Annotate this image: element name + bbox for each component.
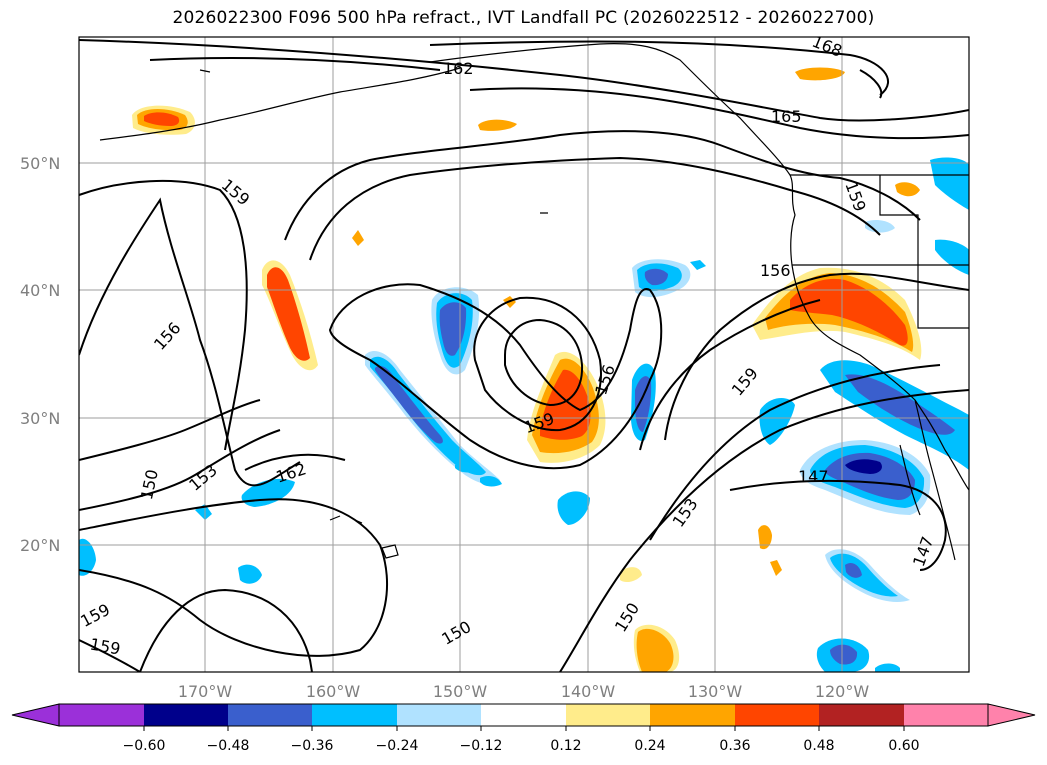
patch-pos-small-1 — [758, 525, 772, 550]
colorbar-bin-2 — [144, 704, 228, 726]
colorbar-bin-8 — [650, 704, 735, 726]
longitude-labels: 170°W 160°W 150°W 140°W 130°W 120°W — [178, 682, 870, 701]
patch-neg-s10 — [480, 476, 502, 487]
contour-147 — [729, 479, 947, 571]
colorbar-ticks — [143, 726, 905, 731]
contour-162b — [469, 87, 969, 140]
contour-159-east — [639, 299, 821, 451]
colorbar-extend-right — [987, 703, 1036, 727]
lon-label-120w: 120°W — [815, 682, 870, 701]
contour-west-low — [79, 498, 388, 657]
patch-pos-alaska — [795, 67, 845, 81]
patch-neg-s2 — [759, 398, 795, 445]
contours — [79, 39, 969, 672]
contour-156-east — [664, 272, 969, 441]
colorbar-bin-5 — [397, 704, 481, 726]
lon-label-150w: 150°W — [433, 682, 488, 701]
patch-neg-s11 — [690, 260, 706, 270]
lat-label-30: 30°N — [20, 409, 60, 428]
colorbar: −0.60 −0.48 −0.36 −0.24 −0.12 0.12 0.24 … — [11, 703, 1036, 754]
contour-150 — [559, 389, 969, 672]
patch-pos-california-inner — [790, 278, 908, 346]
patch-neg-diag-inner — [375, 365, 443, 444]
contour-153 — [649, 364, 941, 541]
patch-neg-s4 — [557, 491, 590, 525]
colorbar-tick-label-10: 0.60 — [888, 738, 919, 754]
contour-small-top — [859, 69, 883, 99]
colorbar-bin-4 — [312, 704, 397, 726]
patch-neg-s13 — [875, 663, 900, 672]
map-frame — [78, 36, 970, 673]
colorbar-tick-label-8: 0.36 — [719, 738, 750, 754]
patch-neg-baja-core — [845, 459, 882, 474]
colorbar-tick-label-5: −0.12 — [460, 738, 503, 754]
patch-pos-small-4 — [352, 230, 364, 246]
contour-168 — [429, 40, 890, 96]
patch-neg-nw — [930, 157, 969, 210]
coastlines — [99, 43, 969, 561]
patch-neg-s9 — [455, 462, 478, 473]
lat-label-40: 40°N — [20, 281, 60, 300]
colorbar-tick-label-6: 0.12 — [550, 738, 581, 754]
patch-pos-west-inner — [267, 267, 310, 361]
contour-165 — [79, 39, 969, 122]
colorbar-bin-7 — [566, 704, 650, 726]
colorbar-tick-label-9: 0.48 — [803, 738, 834, 754]
colorbar-tick-label-2: −0.48 — [207, 738, 250, 754]
contour-low-mid — [473, 296, 602, 432]
lon-label-160w: 160°W — [306, 682, 361, 701]
patch-neg-s6-inner — [830, 644, 858, 665]
contour-label-147: 147 — [798, 467, 829, 486]
colorbar-tick-label-4: −0.24 — [376, 738, 419, 754]
contour-big-ridge — [79, 197, 301, 487]
colorbar-bin-11 — [904, 704, 988, 726]
patch-pos-small-2 — [620, 567, 642, 583]
contour-159-loop — [79, 179, 248, 451]
lon-label-140w: 140°W — [561, 682, 616, 701]
contour-low-outer — [328, 283, 663, 470]
patch-pos-gulf — [478, 119, 517, 131]
contour-159-west — [79, 639, 141, 672]
contour-west-low-2 — [139, 588, 313, 672]
colorbar-extend-left — [11, 703, 60, 727]
lon-label-130w: 130°W — [688, 682, 743, 701]
colorbar-tick-label-1: −0.60 — [123, 738, 166, 754]
patch-neg-n-inner — [644, 268, 668, 286]
patch-pos-south-inner — [636, 628, 674, 672]
colorbar-bin-3 — [228, 704, 312, 726]
patch-pos-small-5 — [895, 182, 920, 197]
colorbar-outline — [58, 703, 989, 727]
lat-label-20: 20°N — [20, 536, 60, 555]
colorbar-bin-9 — [735, 704, 819, 726]
lon-label-170w: 170°W — [178, 682, 233, 701]
contour-center-2 — [309, 156, 881, 261]
contour-low-inner — [504, 318, 584, 407]
map-background — [79, 37, 969, 672]
patch-pos-small-6 — [770, 560, 782, 576]
contour-162a — [149, 57, 441, 71]
colorbar-tick-label-3: −0.36 — [291, 738, 334, 754]
colorbar-tick-label-7: 0.24 — [634, 738, 665, 754]
contour-west-150 — [79, 429, 281, 511]
patch-neg-s8 — [238, 564, 262, 584]
latitude-labels: 50°N 40°N 30°N 20°N — [20, 154, 60, 555]
contour-label-165: 165 — [771, 107, 802, 126]
patch-neg-nw-2 — [935, 239, 969, 275]
lat-label-50: 50°N — [20, 154, 60, 173]
contour-center-ridge — [284, 130, 921, 241]
colorbar-bin-10 — [819, 704, 904, 726]
patch-neg-s5-inner — [845, 563, 862, 578]
contour-label-156-e: 156 — [760, 261, 791, 280]
patch-pos-fw-inner — [144, 112, 180, 126]
colorbar-bin-6 — [481, 704, 566, 726]
map-title: 2026022300 F096 500 hPa refract., IVT La… — [172, 8, 875, 28]
colorbar-bin-1 — [59, 704, 144, 726]
contour-label-162: 162 — [443, 59, 474, 78]
contour-west-153 — [79, 399, 261, 461]
contour-162-mid — [244, 453, 346, 471]
patch-neg-s7 — [79, 538, 96, 576]
